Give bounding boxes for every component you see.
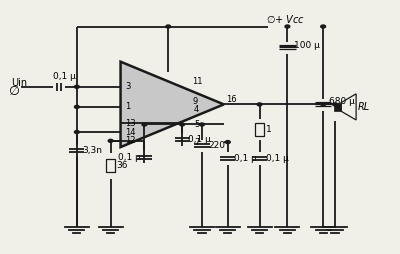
- Text: 36: 36: [116, 162, 128, 170]
- Circle shape: [142, 123, 147, 126]
- Text: 680 µ: 680 µ: [330, 97, 355, 106]
- Text: 16: 16: [226, 95, 236, 104]
- Text: 9: 9: [192, 97, 197, 106]
- Circle shape: [108, 139, 113, 142]
- Bar: [106, 160, 115, 172]
- Circle shape: [321, 103, 326, 106]
- Text: $\emptyset$+ Vcc: $\emptyset$+ Vcc: [266, 13, 304, 25]
- Text: 11: 11: [192, 77, 202, 86]
- Circle shape: [74, 131, 79, 134]
- Circle shape: [74, 85, 79, 88]
- Text: 3: 3: [125, 82, 131, 91]
- Text: 1: 1: [125, 102, 130, 112]
- Bar: [334, 103, 341, 111]
- Circle shape: [285, 25, 290, 28]
- Text: 0,1 µ: 0,1 µ: [266, 154, 289, 163]
- Polygon shape: [120, 62, 224, 147]
- Text: 3,3n: 3,3n: [82, 146, 102, 155]
- Text: 100 µ: 100 µ: [294, 41, 320, 50]
- Text: Uin: Uin: [11, 78, 28, 88]
- Circle shape: [74, 105, 79, 108]
- Text: 0,1 µ: 0,1 µ: [118, 153, 140, 162]
- Circle shape: [180, 123, 184, 126]
- Text: 0,1 µ: 0,1 µ: [234, 154, 257, 163]
- Text: 0,1 µ: 0,1 µ: [53, 72, 76, 81]
- Text: RL: RL: [358, 102, 370, 112]
- Text: 1: 1: [266, 125, 272, 134]
- Text: 7: 7: [194, 138, 200, 147]
- Circle shape: [200, 123, 204, 126]
- Text: 0,1 µ: 0,1 µ: [188, 135, 210, 144]
- Text: 220: 220: [208, 141, 225, 150]
- Text: 14: 14: [125, 128, 136, 136]
- Circle shape: [166, 25, 171, 28]
- Text: 12: 12: [125, 136, 136, 145]
- Circle shape: [321, 25, 326, 28]
- Text: $\emptyset$: $\emptyset$: [8, 84, 20, 98]
- Circle shape: [333, 103, 338, 106]
- Text: 5: 5: [194, 120, 199, 129]
- Text: 4: 4: [194, 105, 199, 114]
- Bar: [255, 123, 264, 136]
- Circle shape: [226, 140, 230, 144]
- Circle shape: [257, 103, 262, 106]
- Text: 13: 13: [125, 119, 136, 128]
